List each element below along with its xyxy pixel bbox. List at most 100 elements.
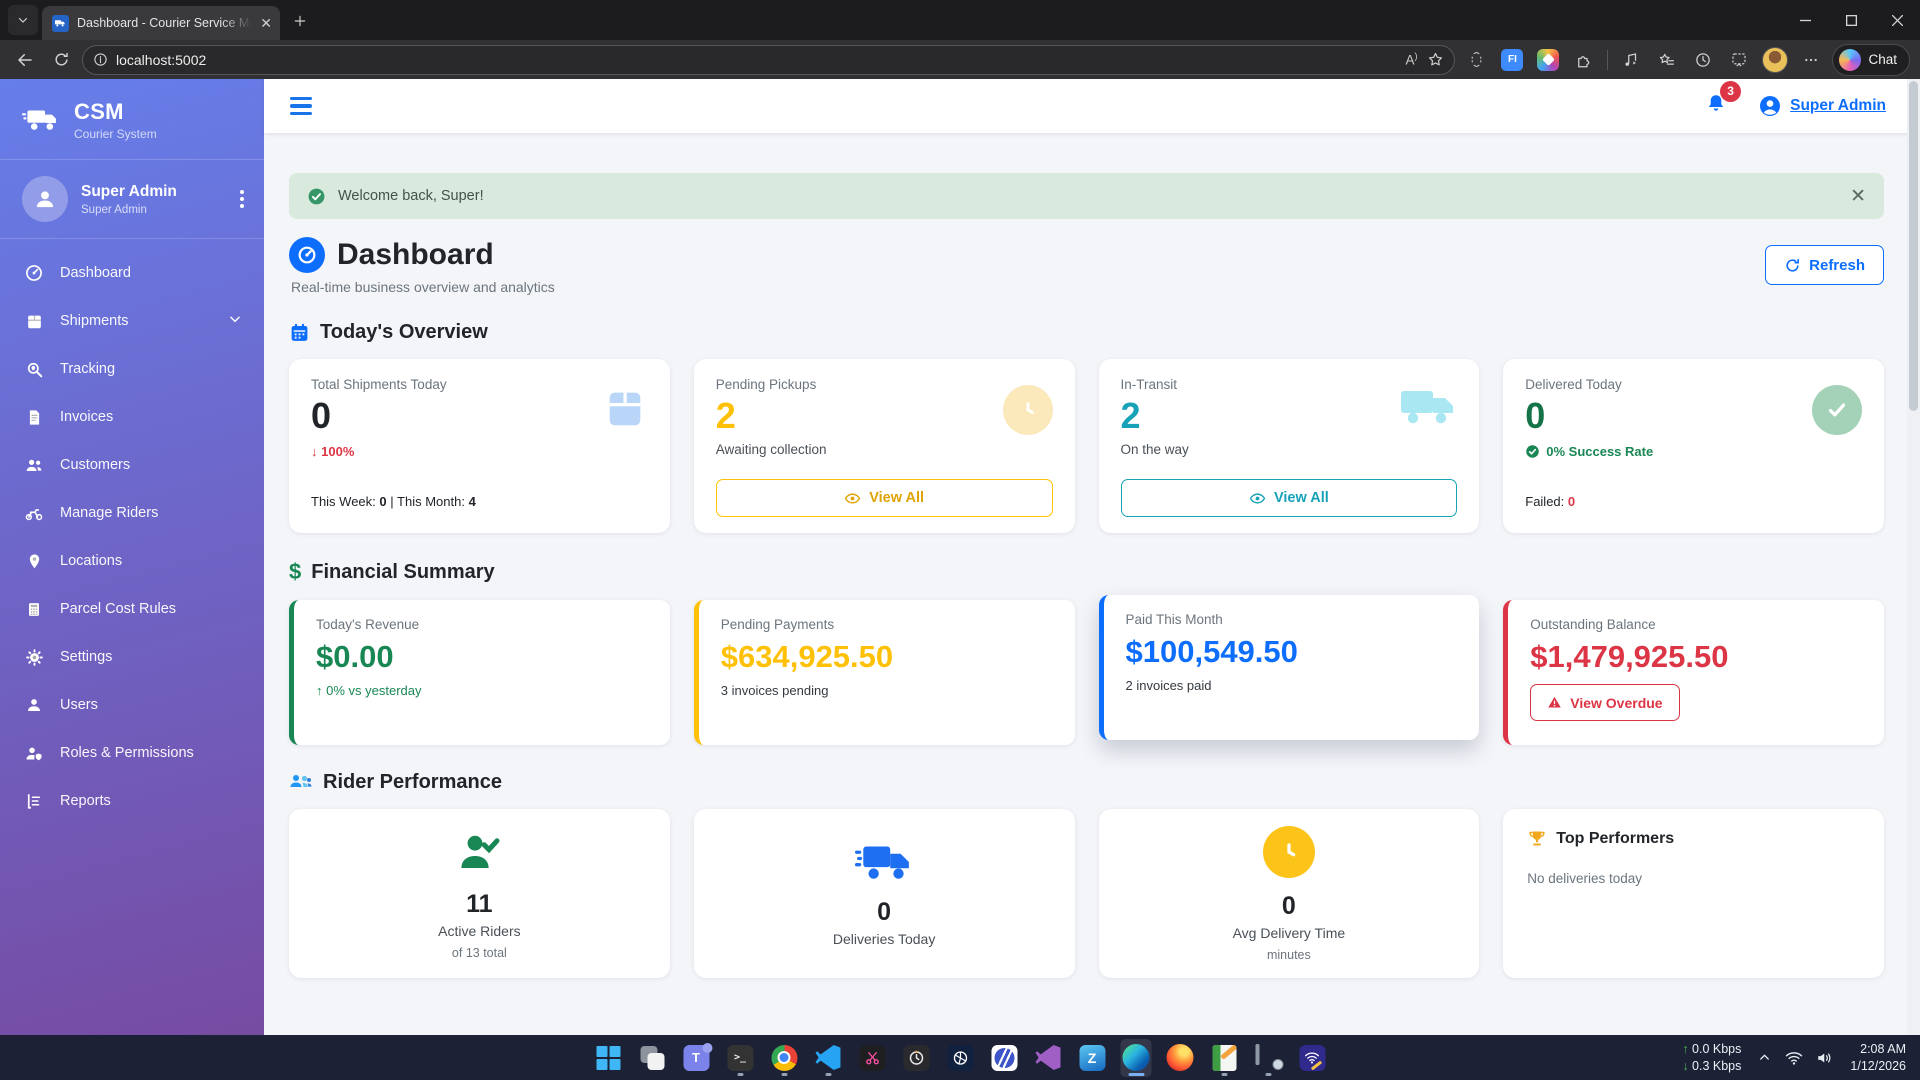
- firefox-app-button[interactable]: [1165, 1039, 1196, 1077]
- clock-app-icon: [903, 1044, 929, 1071]
- card-label: Today's Revenue: [316, 617, 420, 632]
- notes-app-icon: [1212, 1044, 1236, 1071]
- view-overdue-button[interactable]: View Overdue: [1530, 684, 1680, 722]
- sidebar-item-tracking[interactable]: Tracking: [0, 345, 264, 393]
- tab-title: Dashboard - Courier Service Mana: [77, 16, 253, 30]
- refresh-button[interactable]: Refresh: [1765, 245, 1884, 285]
- alert-close-icon[interactable]: ✕: [1850, 185, 1866, 207]
- shutter-app-button[interactable]: [945, 1039, 976, 1077]
- riders-section-title: Rider Performance: [289, 771, 1884, 794]
- network-speed-widget[interactable]: ↑ 0.0 Kbps ↓ 0.3 Kbps: [1682, 1041, 1741, 1074]
- check-circle-icon: [308, 188, 325, 204]
- browser-tab[interactable]: Dashboard - Courier Service Mana ✕: [42, 6, 280, 40]
- sidebar-item-reports[interactable]: Reports: [0, 777, 264, 825]
- favorite-star-icon[interactable]: [1427, 51, 1444, 68]
- site-favicon-truck-icon: [52, 14, 69, 32]
- new-tab-button[interactable]: [286, 7, 314, 35]
- tab-search-button[interactable]: [8, 5, 38, 35]
- sidebar-item-users[interactable]: Users: [0, 681, 264, 729]
- notifications-button[interactable]: 3: [1704, 80, 1742, 121]
- start-button[interactable]: [593, 1039, 624, 1077]
- sidebar-item-label: Roles & Permissions: [60, 745, 194, 761]
- wifi-tool-button[interactable]: [1297, 1039, 1328, 1077]
- collections-icon[interactable]: [1652, 45, 1682, 75]
- card-sub: Awaiting collection: [715, 441, 827, 457]
- task-view-button[interactable]: [637, 1039, 668, 1077]
- sidebar-item-shipments[interactable]: Shipments: [0, 297, 264, 345]
- overview-section-title: Today's Overview: [289, 321, 1884, 344]
- header-user-link[interactable]: Super Admin: [1758, 94, 1886, 118]
- edge-app-button[interactable]: [1120, 1038, 1152, 1077]
- sidebar-item-customers[interactable]: Customers: [0, 441, 264, 489]
- sidebar-toggle-button[interactable]: [290, 96, 312, 116]
- zoomit-app-button[interactable]: Z: [1077, 1039, 1108, 1077]
- speaker-icon[interactable]: [1816, 1050, 1834, 1066]
- trophy-icon: [1529, 831, 1545, 846]
- media-hub-icon[interactable]: [1616, 45, 1646, 75]
- person-icon: [36, 191, 54, 208]
- card-sub: minutes: [1266, 947, 1311, 962]
- search-location-icon: [24, 360, 44, 379]
- site-info-icon[interactable]: [93, 52, 108, 67]
- scrollbar-thumb[interactable]: [1909, 81, 1918, 411]
- teams-app-button[interactable]: T: [681, 1039, 712, 1077]
- taskbar-clock[interactable]: 2:08 AM 1/12/2026: [1850, 1041, 1906, 1075]
- tab-close-icon[interactable]: ✕: [260, 15, 272, 31]
- url-text[interactable]: localhost:5002: [116, 51, 207, 68]
- sidebar-item-settings[interactable]: Settings: [0, 633, 264, 681]
- reload-button[interactable]: [46, 45, 76, 75]
- notes-app-button[interactable]: [1209, 1039, 1240, 1077]
- user-menu-kebab-icon[interactable]: [240, 190, 244, 208]
- sidebar-item-invoices[interactable]: Invoices: [0, 393, 264, 441]
- read-aloud-icon[interactable]: A): [1405, 51, 1418, 68]
- view-all-transit-button[interactable]: View All: [1120, 479, 1458, 517]
- edge-icon: [1122, 1044, 1150, 1071]
- dashboard-gauge-icon: [289, 237, 325, 273]
- calendar-icon: [291, 323, 308, 341]
- more-menu-icon[interactable]: [1796, 45, 1826, 75]
- card-value: 0: [877, 898, 892, 926]
- card-label: Pending Payments: [720, 617, 835, 632]
- view-all-pickups-button[interactable]: View All: [715, 479, 1053, 517]
- vscode-app-button[interactable]: [813, 1039, 844, 1077]
- window-close-button[interactable]: [1874, 0, 1920, 40]
- remote-desktop-button[interactable]: [1253, 1039, 1284, 1077]
- sidebar-item-manage-riders[interactable]: Manage Riders: [0, 489, 264, 537]
- sidebar-item-dashboard[interactable]: Dashboard: [0, 249, 264, 297]
- address-bar[interactable]: localhost:5002 A): [82, 44, 1456, 75]
- screenshot-icon[interactable]: [1724, 45, 1754, 75]
- wifi-icon[interactable]: [1785, 1050, 1803, 1066]
- profile-avatar[interactable]: [1760, 45, 1790, 75]
- split-screen-icon[interactable]: [1461, 45, 1491, 75]
- color-picker-extension-icon[interactable]: [1533, 45, 1563, 75]
- window-minimize-button[interactable]: [1782, 0, 1828, 40]
- fi-extension-icon[interactable]: FI: [1497, 45, 1527, 75]
- visual-studio-button[interactable]: [1033, 1039, 1064, 1077]
- window-maximize-button[interactable]: [1828, 0, 1874, 40]
- history-icon[interactable]: [1688, 45, 1718, 75]
- check-circle-icon: [1812, 385, 1862, 435]
- clock-app-button[interactable]: [901, 1039, 932, 1077]
- page-subtitle: Real-time business overview and analytic…: [291, 279, 555, 295]
- sidebar-item-label: Customers: [60, 457, 131, 473]
- financial-section-title: $ Financial Summary: [289, 559, 495, 584]
- terminal-app-button[interactable]: >_: [725, 1039, 756, 1077]
- sidebar-item-parcel-cost-rules[interactable]: Parcel Cost Rules: [0, 585, 264, 633]
- sidebar-user-name: Super Admin: [81, 182, 177, 200]
- card-footer: This Week: 0 | This Month: 4: [311, 494, 476, 509]
- card-paid-this-month: Paid This Month $100,549.50 2 invoices p…: [1098, 595, 1480, 740]
- sidebar-item-roles-permissions[interactable]: Roles & Permissions: [0, 729, 264, 777]
- page-scrollbar[interactable]: [1907, 79, 1920, 1035]
- card-value: 11: [466, 889, 493, 918]
- chrome-app-button[interactable]: [769, 1039, 800, 1077]
- extensions-puzzle-icon[interactable]: [1569, 45, 1599, 75]
- card-sub: 3 invoices pending: [720, 683, 829, 699]
- stripes-app-button[interactable]: [989, 1039, 1020, 1077]
- back-button[interactable]: [10, 45, 40, 75]
- person-circle-icon: [1760, 96, 1781, 116]
- tray-chevron-up-icon[interactable]: [1757, 1050, 1772, 1065]
- sidebar-item-locations[interactable]: Locations: [0, 537, 264, 585]
- sidebar-user[interactable]: Super Admin Super Admin: [0, 160, 264, 239]
- copilot-chat-button[interactable]: Chat: [1832, 43, 1910, 76]
- snipping-tool-button[interactable]: [857, 1039, 888, 1077]
